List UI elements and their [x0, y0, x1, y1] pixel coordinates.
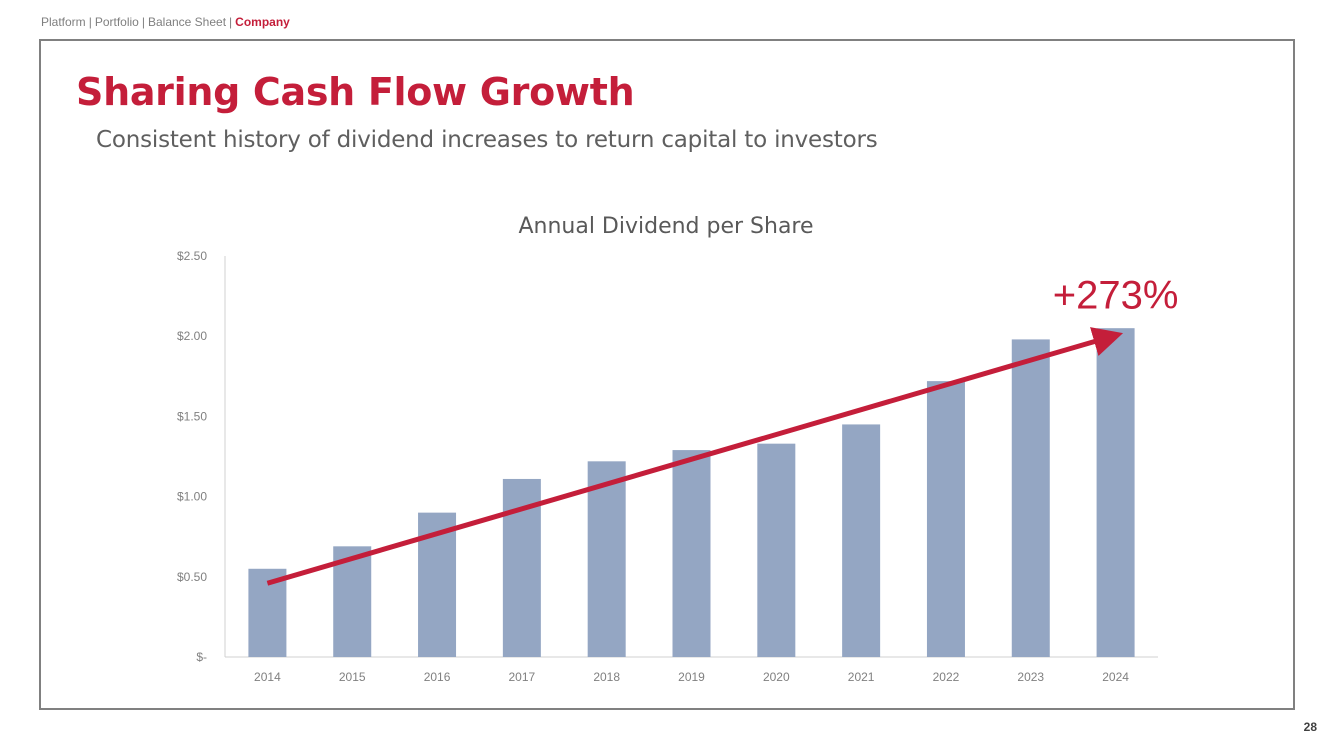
bar-2022 — [926, 381, 965, 657]
x-tick-label: 2016 — [424, 670, 451, 684]
bar-2023 — [1011, 339, 1050, 657]
page-subtitle: Consistent history of dividend increases… — [96, 127, 878, 153]
y-tick-label: $0.50 — [177, 570, 207, 584]
growth-annotation: +273% — [266, 274, 1179, 586]
x-tick-label: 2015 — [339, 670, 366, 684]
bar-2020 — [757, 443, 796, 657]
x-tick-label: 2020 — [763, 670, 790, 684]
slide-frame — [39, 39, 1295, 710]
page-title: Sharing Cash Flow Growth — [76, 70, 635, 114]
breadcrumb-item-balance-sheet[interactable]: Balance Sheet — [147, 15, 227, 29]
y-tick-label: $2.00 — [177, 329, 207, 343]
growth-arrow — [266, 327, 1124, 586]
bar-2024 — [1096, 328, 1135, 657]
x-tick-label: 2017 — [509, 670, 536, 684]
x-tick-label: 2023 — [1017, 670, 1044, 684]
breadcrumb-separator: | — [229, 15, 233, 29]
bars — [248, 328, 1135, 657]
bar-2015 — [333, 546, 372, 657]
breadcrumb: Platform | Portfolio | Balance Sheet | Company — [41, 15, 290, 29]
growth-label: +273% — [1053, 274, 1179, 318]
x-axis: 2014 2015 2016 2017 2018 2019 2020 2021 2022 2023… — [225, 656, 1158, 684]
bar-2014 — [248, 568, 287, 657]
y-axis: $- $0.50 $1.00 $1.50 $2.00 $2.50 — [177, 249, 226, 664]
y-tick-label: $1.50 — [177, 409, 207, 423]
x-tick-label: 2019 — [678, 670, 705, 684]
y-tick-label: $2.50 — [177, 249, 207, 263]
y-tick-label: $- — [196, 650, 207, 664]
bar-2021 — [842, 424, 881, 657]
chart-title: Annual Dividend per Share — [518, 214, 813, 239]
x-tick-label: 2024 — [1102, 670, 1129, 684]
x-tick-label: 2021 — [848, 670, 875, 684]
breadcrumb-item-company[interactable]: Company — [235, 15, 290, 29]
x-tick-label: 2022 — [933, 670, 960, 684]
breadcrumb-separator: | — [141, 15, 145, 29]
page-number: 28 — [1303, 720, 1317, 734]
y-tick-label: $1.00 — [177, 490, 207, 504]
breadcrumb-item-portfolio[interactable]: Portfolio — [94, 15, 139, 29]
bar-2019 — [672, 450, 711, 657]
x-tick-label: 2014 — [254, 670, 281, 684]
x-tick-label: 2018 — [593, 670, 620, 684]
breadcrumb-separator: | — [88, 15, 92, 29]
bar-2018 — [587, 461, 626, 657]
breadcrumb-item-platform[interactable]: Platform — [41, 15, 86, 29]
